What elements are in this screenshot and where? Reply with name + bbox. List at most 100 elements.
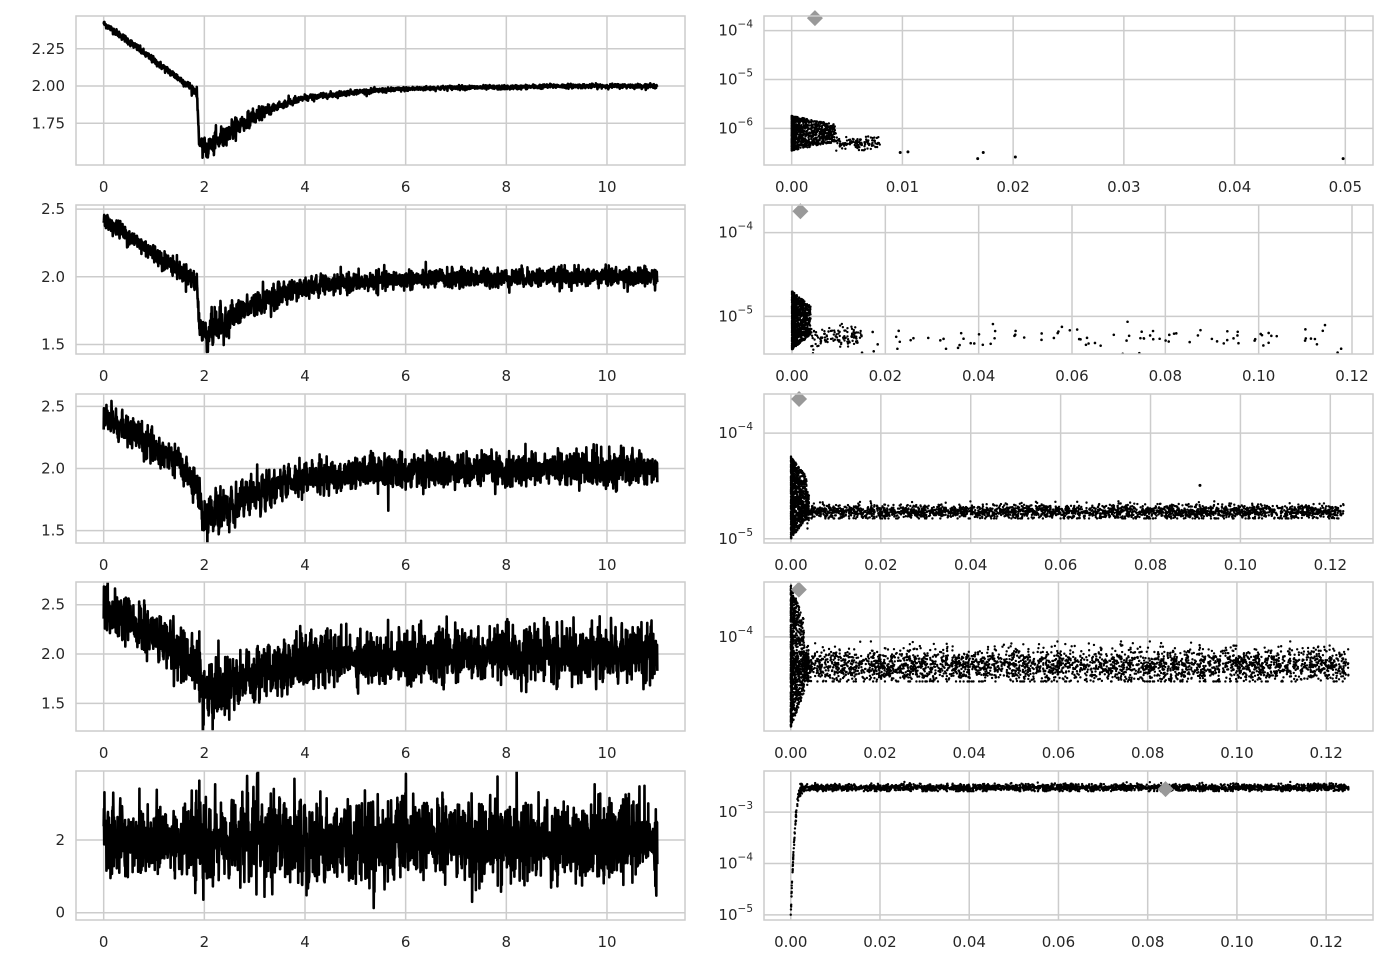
y-tick-label: 2.0 bbox=[41, 268, 65, 286]
series-line bbox=[102, 582, 659, 731]
x-tick-label: 0.12 bbox=[1335, 367, 1368, 385]
x-tick-label: 0.00 bbox=[774, 556, 807, 574]
x-tick-label: 0.06 bbox=[1042, 744, 1075, 762]
x-tick-label: 0.01 bbox=[886, 178, 919, 196]
x-tick-label: 8 bbox=[502, 178, 512, 196]
panel-7: 0 2 4 6 8 10 1.5 2.0 2.5 bbox=[41, 581, 686, 762]
panel-4: 0.00 0.02 0.04 0.06 0.08 0.10 0.12 10−5 10−4 bbox=[718, 203, 1374, 385]
x-tick-label: 4 bbox=[300, 744, 310, 762]
x-tick-label: 0.08 bbox=[1131, 933, 1164, 951]
scatter-points bbox=[789, 780, 1350, 916]
panel-1: 0 2 4 6 8 10 1.75 2.00 2.25 bbox=[32, 15, 686, 196]
axes-frame bbox=[763, 15, 1374, 166]
x-tick-label: 6 bbox=[401, 556, 411, 574]
x-tick-label: 0.10 bbox=[1242, 367, 1275, 385]
y-tick-label: 10−4 bbox=[718, 625, 753, 646]
x-tick-label: 10 bbox=[597, 744, 616, 762]
x-tick-label: 0.02 bbox=[869, 367, 902, 385]
panel-5: 0 2 4 6 8 10 1.5 2.0 2.5 bbox=[41, 393, 686, 574]
y-tick-label: 2.5 bbox=[41, 397, 65, 415]
y-tick-label: 2.0 bbox=[41, 645, 65, 663]
diamond-marker bbox=[806, 10, 823, 27]
scatter-points bbox=[790, 114, 1345, 161]
y-tick-label: 2.5 bbox=[41, 596, 65, 614]
x-tick-label: 4 bbox=[300, 178, 310, 196]
plot-area bbox=[789, 455, 1345, 540]
scatter-points bbox=[789, 584, 1350, 728]
panel-6: 0.00 0.02 0.04 0.06 0.08 0.10 0.12 10−5 10−4 bbox=[718, 391, 1374, 574]
x-tick-label: 0.08 bbox=[1134, 556, 1167, 574]
y-tick-label: 2 bbox=[55, 831, 65, 849]
x-tick-label: 0.00 bbox=[774, 744, 807, 762]
panel-8: 0.00 0.02 0.04 0.06 0.08 0.10 0.12 10−4 bbox=[718, 581, 1374, 762]
axes-frame bbox=[763, 770, 1374, 921]
scatter-points bbox=[790, 290, 1343, 354]
y-tick-label: 2.25 bbox=[32, 40, 65, 58]
x-tick-label: 6 bbox=[401, 178, 411, 196]
axes-frame bbox=[763, 204, 1374, 355]
x-tick-label: 0.04 bbox=[1218, 178, 1251, 196]
x-tick-label: 2 bbox=[200, 367, 210, 385]
x-tick-label: 0.08 bbox=[1149, 367, 1182, 385]
x-tick-label: 0.02 bbox=[863, 933, 896, 951]
x-tick-label: 10 bbox=[597, 367, 616, 385]
x-tick-label: 0.06 bbox=[1044, 556, 1077, 574]
x-tick-label: 0.06 bbox=[1042, 933, 1075, 951]
x-tick-label: 6 bbox=[401, 933, 411, 951]
x-tick-label: 0.04 bbox=[953, 933, 986, 951]
y-tick-label: 1.5 bbox=[41, 694, 65, 712]
y-tick-label: 2.5 bbox=[41, 200, 65, 218]
x-tick-label: 8 bbox=[502, 367, 512, 385]
plot-area bbox=[790, 114, 1345, 161]
x-tick-label: 0.12 bbox=[1309, 744, 1342, 762]
x-tick-label: 0.00 bbox=[775, 178, 808, 196]
x-tick-label: 0.02 bbox=[864, 556, 897, 574]
plot-area bbox=[789, 780, 1350, 916]
y-tick-label: 10−4 bbox=[718, 421, 753, 442]
x-tick-label: 0 bbox=[99, 178, 109, 196]
x-tick-label: 0.04 bbox=[962, 367, 995, 385]
axes-frame bbox=[75, 581, 686, 732]
x-tick-label: 6 bbox=[401, 744, 411, 762]
y-tick-label: 10−6 bbox=[718, 116, 753, 137]
x-tick-label: 0 bbox=[99, 367, 109, 385]
plot-area bbox=[102, 399, 659, 543]
y-tick-label: 10−5 bbox=[718, 304, 753, 325]
x-tick-label: 4 bbox=[300, 556, 310, 574]
y-tick-label: 10−4 bbox=[718, 851, 753, 872]
x-tick-label: 0.10 bbox=[1220, 933, 1253, 951]
y-tick-label: 10−4 bbox=[718, 19, 753, 40]
y-tick-label: 10−3 bbox=[718, 800, 753, 821]
plot-area bbox=[790, 290, 1343, 354]
x-tick-label: 0.03 bbox=[1107, 178, 1140, 196]
series-line bbox=[102, 771, 659, 910]
axes-frame bbox=[763, 581, 1374, 732]
diamond-marker bbox=[792, 203, 809, 220]
x-tick-label: 6 bbox=[401, 367, 411, 385]
x-tick-label: 8 bbox=[502, 556, 512, 574]
panel-2: 0.00 0.01 0.02 0.03 0.04 0.05 10−6 10−5 10−4 bbox=[718, 10, 1374, 196]
x-tick-label: 4 bbox=[300, 933, 310, 951]
series-line bbox=[102, 20, 659, 160]
axes-frame bbox=[75, 204, 686, 355]
axes-frame bbox=[75, 393, 686, 544]
plot-area bbox=[102, 771, 659, 910]
axes-frame bbox=[75, 770, 686, 921]
x-tick-label: 0.08 bbox=[1131, 744, 1164, 762]
x-tick-label: 10 bbox=[597, 178, 616, 196]
x-tick-label: 0 bbox=[99, 556, 109, 574]
y-tick-label: 10−5 bbox=[718, 68, 753, 89]
diamond-marker bbox=[790, 581, 807, 598]
x-tick-label: 2 bbox=[200, 556, 210, 574]
y-tick-label: 2.0 bbox=[41, 460, 65, 478]
x-tick-label: 0.00 bbox=[774, 933, 807, 951]
x-tick-label: 0.06 bbox=[1055, 367, 1088, 385]
x-tick-label: 0.12 bbox=[1309, 933, 1342, 951]
y-tick-label: 1.75 bbox=[32, 114, 65, 132]
x-tick-label: 8 bbox=[502, 744, 512, 762]
panel-3: 0 2 4 6 8 10 1.5 2.0 2.5 bbox=[41, 200, 686, 385]
axes-frame bbox=[763, 393, 1374, 544]
y-tick-label: 10−4 bbox=[718, 221, 753, 242]
x-tick-label: 8 bbox=[502, 933, 512, 951]
